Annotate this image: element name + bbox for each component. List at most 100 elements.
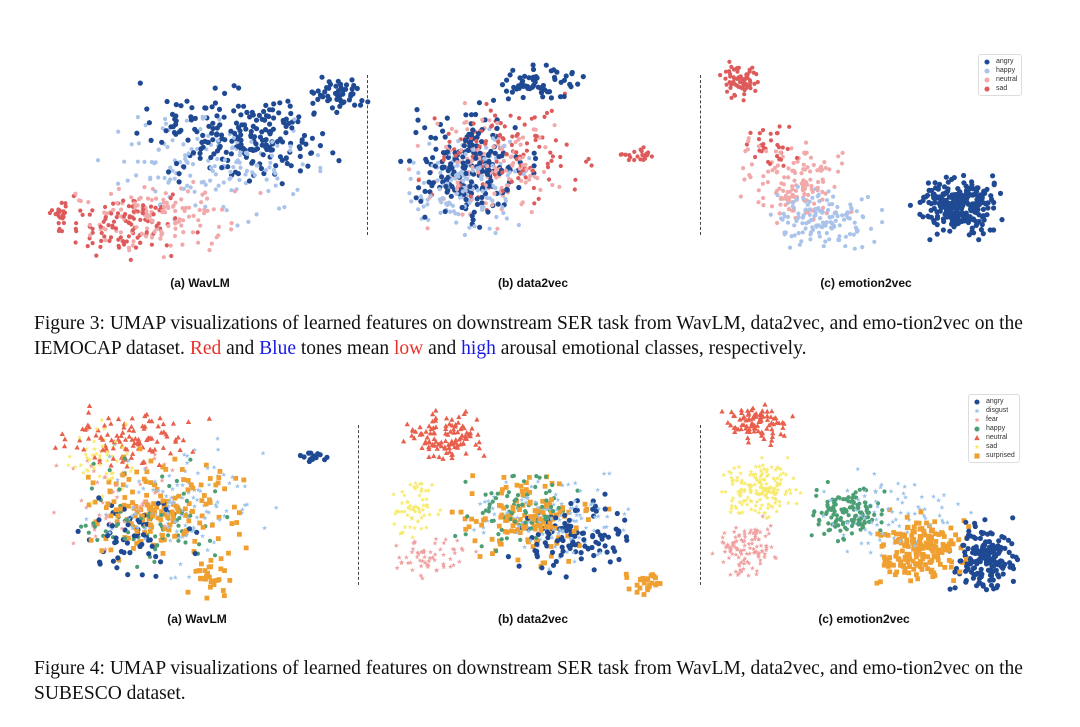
point-angry — [212, 85, 218, 91]
point-sad — [91, 465, 97, 471]
point-happy — [198, 127, 203, 132]
point-neutral — [756, 144, 761, 149]
point-sad — [392, 511, 398, 516]
point-surprised — [540, 510, 546, 516]
point-sad — [59, 200, 64, 205]
point-sad — [772, 500, 778, 506]
point-neutral — [481, 151, 486, 156]
point-sad — [764, 467, 770, 472]
legend-label: fear — [986, 416, 999, 423]
point-angry — [996, 550, 1002, 556]
point-angry — [981, 217, 987, 223]
point-angry — [582, 543, 588, 549]
point-happy — [480, 510, 485, 516]
point-neutral — [474, 416, 480, 422]
point-sad — [785, 454, 791, 460]
point-sad — [128, 468, 134, 474]
point-surprised — [922, 532, 928, 538]
point-sad — [60, 215, 65, 220]
point-angry — [96, 495, 102, 501]
panel-title: (c) emotion2vec — [820, 276, 912, 290]
point-happy — [193, 203, 198, 208]
point-surprised — [500, 487, 505, 492]
point-neutral — [430, 442, 436, 448]
point-sad — [90, 452, 96, 458]
point-angry — [602, 491, 608, 497]
point-fear — [737, 567, 743, 573]
point-neutral — [449, 455, 455, 461]
point-neutral — [523, 162, 528, 167]
point-angry — [214, 113, 220, 119]
point-disgust — [184, 532, 190, 537]
point-happy — [543, 474, 549, 479]
point-surprised — [137, 446, 143, 452]
point-neutral — [757, 411, 763, 417]
point-angry — [443, 183, 449, 190]
point-surprised — [151, 501, 156, 506]
point-sad — [619, 152, 624, 157]
point-neutral — [114, 433, 120, 438]
point-sad — [138, 217, 143, 222]
point-angry — [445, 168, 451, 174]
point-angry — [216, 106, 223, 112]
point-surprised — [543, 524, 549, 530]
point-surprised — [208, 558, 214, 563]
point-neutral — [769, 426, 775, 432]
point-sad — [98, 244, 103, 249]
point-sad — [83, 451, 89, 457]
point-happy — [487, 505, 492, 510]
point-angry — [171, 129, 177, 136]
point-surprised — [912, 529, 917, 535]
point-neutral — [409, 432, 415, 438]
point-surprised — [937, 562, 943, 567]
point-neutral — [749, 162, 754, 167]
point-happy — [502, 143, 507, 148]
legend-marker — [974, 416, 980, 422]
point-happy — [208, 165, 214, 170]
point-happy — [134, 173, 139, 178]
point-angry — [112, 540, 118, 546]
point-angry — [251, 134, 258, 140]
point-sad — [114, 458, 120, 464]
point-angry — [429, 183, 435, 189]
point-happy — [129, 142, 134, 147]
point-neutral — [108, 191, 114, 196]
point-surprised — [175, 509, 181, 514]
point-surprised — [882, 532, 888, 537]
point-fear — [418, 549, 424, 555]
point-happy — [540, 504, 545, 509]
point-neutral — [86, 200, 91, 205]
point-angry — [441, 164, 447, 170]
point-sad — [73, 240, 78, 245]
point-surprised — [498, 503, 504, 509]
point-neutral — [59, 431, 65, 436]
point-angry — [277, 154, 283, 160]
point-surprised — [914, 554, 919, 560]
point-disgust — [528, 484, 534, 489]
point-happy — [870, 517, 875, 522]
point-disgust — [855, 466, 861, 472]
point-sad — [90, 226, 95, 231]
point-neutral — [781, 433, 787, 438]
point-disgust — [937, 512, 943, 518]
point-surprised — [217, 469, 223, 474]
point-disgust — [572, 498, 578, 504]
point-sad — [765, 501, 771, 507]
point-angry — [259, 116, 265, 122]
point-happy — [833, 524, 838, 529]
point-angry — [991, 182, 997, 188]
point-surprised — [931, 570, 937, 576]
point-neutral — [782, 175, 787, 180]
point-disgust — [260, 450, 266, 456]
point-neutral — [415, 143, 420, 148]
point-happy — [768, 212, 773, 217]
point-angry — [192, 550, 198, 557]
point-angry — [277, 100, 283, 106]
point-neutral — [426, 423, 432, 429]
point-sad — [729, 64, 734, 70]
point-surprised — [535, 538, 540, 544]
point-angry — [349, 77, 355, 83]
point-neutral — [756, 200, 761, 205]
point-sad — [787, 487, 793, 492]
point-angry — [499, 82, 506, 88]
